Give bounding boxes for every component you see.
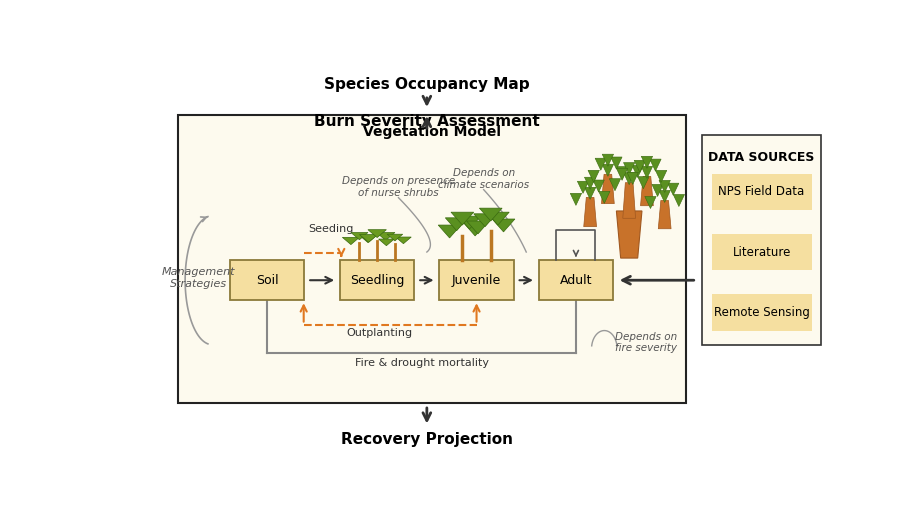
Polygon shape (609, 179, 621, 191)
Polygon shape (634, 160, 646, 173)
Polygon shape (602, 174, 615, 203)
Polygon shape (602, 164, 614, 176)
Polygon shape (611, 157, 622, 169)
Polygon shape (368, 230, 387, 237)
FancyBboxPatch shape (179, 115, 686, 403)
FancyBboxPatch shape (703, 135, 821, 345)
FancyBboxPatch shape (712, 294, 812, 331)
Polygon shape (584, 177, 595, 189)
Polygon shape (616, 211, 642, 258)
FancyBboxPatch shape (230, 260, 304, 300)
Polygon shape (595, 158, 606, 170)
Polygon shape (649, 159, 661, 171)
Polygon shape (466, 221, 489, 234)
Polygon shape (638, 177, 649, 189)
Polygon shape (599, 191, 610, 203)
Polygon shape (659, 180, 671, 192)
Polygon shape (593, 180, 605, 192)
Text: Soil: Soil (256, 274, 278, 287)
Polygon shape (616, 168, 627, 180)
Polygon shape (602, 154, 614, 166)
Polygon shape (343, 237, 359, 245)
Text: Fire & drought mortality: Fire & drought mortality (354, 358, 488, 368)
Polygon shape (627, 173, 638, 185)
Text: Literature: Literature (733, 245, 791, 258)
Polygon shape (624, 173, 635, 185)
Polygon shape (359, 235, 376, 243)
Polygon shape (376, 233, 395, 241)
FancyBboxPatch shape (712, 174, 812, 210)
Text: Depends on presence
of nurse shrubs: Depends on presence of nurse shrubs (342, 176, 455, 198)
Text: Management
Strategies: Management Strategies (161, 267, 235, 289)
Polygon shape (616, 167, 627, 179)
Polygon shape (668, 183, 679, 195)
Polygon shape (673, 195, 684, 207)
Polygon shape (624, 163, 635, 175)
Polygon shape (463, 223, 486, 236)
Polygon shape (458, 216, 481, 229)
Text: Remote Sensing: Remote Sensing (714, 306, 810, 319)
Polygon shape (492, 219, 515, 232)
Polygon shape (632, 165, 643, 177)
Polygon shape (445, 218, 468, 231)
Polygon shape (641, 166, 652, 178)
Polygon shape (640, 176, 653, 206)
Polygon shape (641, 156, 652, 168)
Text: Adult: Adult (560, 274, 592, 287)
Polygon shape (378, 239, 394, 246)
FancyBboxPatch shape (539, 260, 613, 300)
Polygon shape (359, 234, 378, 242)
Polygon shape (571, 194, 582, 206)
Text: Outplanting: Outplanting (346, 328, 412, 338)
Text: Species Occupancy Map: Species Occupancy Map (324, 77, 529, 93)
Polygon shape (652, 185, 663, 197)
Polygon shape (645, 197, 656, 209)
Polygon shape (583, 197, 596, 226)
Polygon shape (474, 214, 496, 226)
Polygon shape (659, 200, 671, 229)
FancyBboxPatch shape (340, 260, 414, 300)
FancyBboxPatch shape (712, 234, 812, 270)
Polygon shape (438, 225, 461, 238)
Text: Depends on
climate scenarios: Depends on climate scenarios (438, 168, 529, 190)
Polygon shape (451, 212, 474, 225)
Polygon shape (396, 237, 411, 244)
Text: NPS Field Data: NPS Field Data (718, 185, 804, 198)
Text: Vegetation Model: Vegetation Model (363, 125, 501, 139)
Text: Recovery Projection: Recovery Projection (341, 432, 513, 447)
Polygon shape (588, 170, 599, 183)
Polygon shape (659, 190, 671, 202)
Polygon shape (351, 233, 368, 240)
Text: Seeding: Seeding (308, 224, 354, 234)
Polygon shape (486, 212, 509, 225)
Polygon shape (656, 170, 667, 183)
Text: Depends on
fire severity: Depends on fire severity (615, 332, 677, 354)
FancyBboxPatch shape (440, 260, 514, 300)
Polygon shape (479, 208, 502, 221)
Text: Seedling: Seedling (350, 274, 404, 287)
Text: Burn Severity Assessment: Burn Severity Assessment (314, 113, 540, 129)
Polygon shape (387, 234, 403, 241)
Text: DATA SOURCES: DATA SOURCES (708, 151, 814, 164)
Text: Juvenile: Juvenile (452, 274, 501, 287)
Polygon shape (623, 183, 636, 218)
Polygon shape (577, 181, 589, 194)
Polygon shape (584, 187, 595, 199)
